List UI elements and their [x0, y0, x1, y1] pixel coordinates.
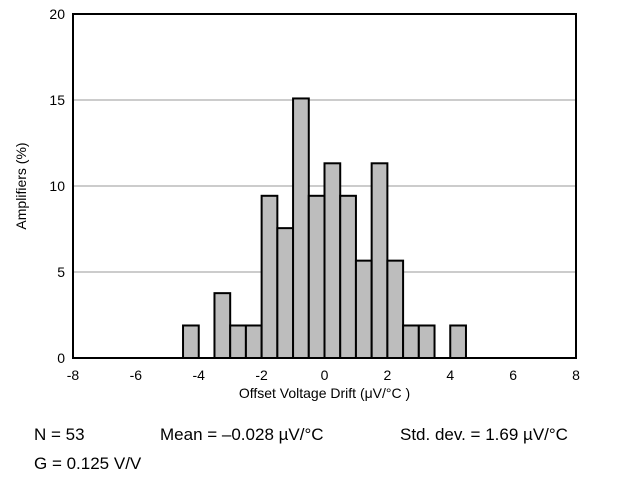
- histogram-bar: [307, 194, 326, 359]
- histogram-bar: [213, 292, 232, 360]
- x-axis-label: Offset Voltage Drift (μV/°C ): [239, 385, 410, 401]
- histogram-bar: [276, 227, 295, 359]
- histogram-bar: [182, 324, 200, 360]
- stat-gain: G = 0.125 V/V: [34, 454, 142, 473]
- y-tick-label: 15: [49, 92, 65, 108]
- x-tick-label: -4: [193, 367, 206, 383]
- stat-std-dev: Std. dev. = 1.69 µV/°C: [400, 425, 568, 444]
- histogram-bars: [182, 97, 467, 360]
- y-tick-label: 0: [57, 350, 65, 366]
- x-tick-label: 2: [383, 367, 391, 383]
- x-tick-label: 8: [572, 367, 580, 383]
- x-tick-label: -2: [255, 367, 268, 383]
- stat-mean: Mean = –0.028 µV/°C: [160, 425, 324, 444]
- x-tick-label: 6: [509, 367, 517, 383]
- histogram-bar: [244, 324, 263, 360]
- x-tick-label: -8: [67, 367, 80, 383]
- histogram-bar: [323, 162, 342, 359]
- histogram-bar: [402, 324, 420, 360]
- histogram-bar: [292, 97, 310, 360]
- y-tick-label: 10: [49, 178, 65, 194]
- x-tick-label: 4: [446, 367, 454, 383]
- y-tick-label: 20: [49, 6, 65, 22]
- histogram-bar: [339, 194, 357, 359]
- histogram-bar: [417, 324, 436, 360]
- x-tick-labels: -8 -6 -4 -2 0 2 4 6 8: [67, 367, 580, 383]
- y-tick-labels: 0 5 10 15 20: [49, 6, 65, 366]
- histogram-chart: 0 5 10 15 20 -8 -6 -4 -2 0 2 4 6 8 Offset Voltage Dr…: [13, 6, 580, 401]
- x-tick-label: 0: [321, 367, 329, 383]
- plot-frame: [72, 13, 577, 359]
- histogram-bar: [386, 259, 405, 360]
- histogram-bar: [354, 259, 373, 360]
- histogram-bar: [370, 162, 389, 359]
- y-tick-label: 5: [57, 264, 65, 280]
- x-tick-label: -6: [130, 367, 143, 383]
- histogram-bar: [260, 194, 279, 359]
- histogram-bar: [229, 324, 247, 360]
- stat-n: N = 53: [34, 425, 85, 444]
- histogram-bar: [449, 324, 467, 360]
- y-axis-label: Amplifiers (%): [13, 142, 29, 229]
